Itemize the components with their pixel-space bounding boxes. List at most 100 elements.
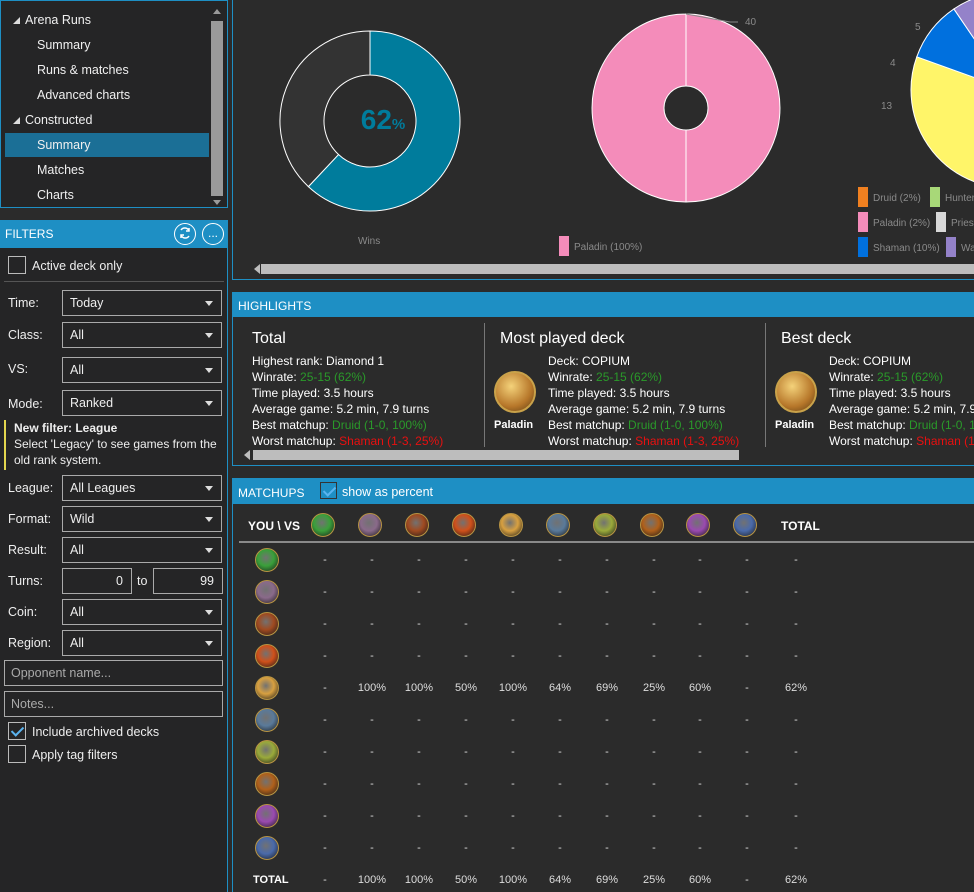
opp-pie-callout-13: 13: [881, 101, 893, 112]
opponent-paladin-icon: [499, 513, 523, 537]
navigation-tree: Arena Runs Summary Runs & matches Advanc…: [0, 0, 228, 208]
league-select[interactable]: All Leagues: [62, 475, 222, 501]
matchup-cell: -: [558, 778, 562, 790]
player-warrior-icon: [255, 836, 279, 860]
matchup-cell: -: [417, 586, 421, 598]
mode-select[interactable]: Ranked: [62, 390, 222, 416]
result-select[interactable]: All: [62, 537, 222, 563]
matchup-cell: -: [698, 586, 702, 598]
highlights-horizontal-scrollbar[interactable]: [253, 450, 739, 460]
nav-arena-summary[interactable]: Summary: [37, 38, 91, 52]
notes-input[interactable]: Notes...: [4, 691, 223, 717]
vs-label: VS:: [8, 362, 29, 376]
scroll-left-arrow-icon[interactable]: [254, 264, 260, 274]
matchup-cell: -: [558, 586, 562, 598]
shaman-legend-label: Shaman (10%): [873, 243, 940, 254]
turns-from-input[interactable]: 0: [62, 568, 132, 594]
opponent-druid-icon: [311, 513, 335, 537]
matchup-cell: -: [417, 554, 421, 566]
paladin-deck-icon: [494, 371, 536, 413]
scroll-up-arrow-icon[interactable]: [213, 9, 221, 14]
region-select[interactable]: All: [62, 630, 222, 656]
matchup-cell: -: [605, 778, 609, 790]
include-archived-checkbox[interactable]: [8, 722, 26, 740]
matchup-cell: -: [605, 650, 609, 662]
matchup-total-cell: 50%: [454, 874, 478, 886]
time-select[interactable]: Today: [62, 290, 222, 316]
avg-game-value: 5.2 min, 7.9: [913, 402, 974, 416]
matchup-cell: -: [511, 810, 515, 822]
refresh-button[interactable]: [174, 223, 196, 245]
vs-select[interactable]: All: [62, 357, 222, 383]
matchup-cell: 50%: [454, 682, 478, 694]
matchup-cell: -: [464, 650, 468, 662]
class-select[interactable]: All: [62, 322, 222, 348]
expand-arrow-icon[interactable]: [13, 117, 20, 124]
matchup-cell: -: [605, 714, 609, 726]
deck-pie-callout: 40: [745, 17, 757, 28]
nav-scrollbar[interactable]: [211, 9, 223, 205]
scrollbar-thumb[interactable]: [211, 21, 223, 196]
coin-select[interactable]: All: [62, 599, 222, 625]
best-matchup-value: Druid (1-0, 100%): [628, 418, 723, 432]
opponent-warrior-icon: [733, 513, 757, 537]
scroll-left-arrow-icon[interactable]: [244, 450, 250, 460]
result-label: Result:: [8, 543, 47, 557]
matchup-cell: 100%: [498, 682, 528, 694]
format-label: Format:: [8, 512, 52, 526]
total-rank-line: Highest rank: Diamond 1: [252, 353, 384, 369]
nav-constructed-summary[interactable]: Summary: [5, 133, 209, 157]
matchup-cell: -: [652, 650, 656, 662]
player-priest-icon: [255, 708, 279, 732]
expand-arrow-icon[interactable]: [13, 17, 20, 24]
nav-charts[interactable]: Charts: [37, 188, 74, 202]
more-options-button[interactable]: ...: [202, 223, 224, 245]
matchup-cell: -: [370, 618, 374, 630]
show-as-percent-label: show as percent: [342, 485, 434, 499]
matchup-cell: -: [698, 778, 702, 790]
matchup-cell: -: [652, 842, 656, 854]
apply-tag-checkbox[interactable]: [8, 745, 26, 763]
nav-runs-matches[interactable]: Runs & matches: [37, 63, 129, 77]
worst-matchup-value: Shaman (1: [916, 434, 974, 448]
scroll-down-arrow-icon[interactable]: [213, 200, 221, 205]
nav-matches[interactable]: Matches: [37, 163, 85, 177]
highlights-panel: HIGHLIGHTS Total Highest rank: Diamond 1…: [232, 292, 974, 466]
filters-header: FILTERS ...: [0, 220, 227, 248]
active-deck-checkbox[interactable]: [8, 256, 26, 274]
nav-advanced-charts[interactable]: Advanced charts: [37, 88, 131, 102]
pie-slice-2-warlock: [953, 0, 974, 40]
matchup-cell: -: [652, 778, 656, 790]
opponent-warlock-icon: [640, 513, 664, 537]
turns-to-input[interactable]: 99: [153, 568, 223, 594]
apply-tag-label: Apply tag filters: [32, 748, 118, 762]
matchup-cell: -: [605, 618, 609, 630]
matchup-cell: -: [745, 746, 749, 758]
bd-avg-line: Average game: 5.2 min, 7.9: [829, 401, 974, 417]
deck-label: Deck:: [829, 354, 864, 368]
nav-constructed[interactable]: Constructed: [25, 113, 93, 127]
matchups-title: MATCHUPS: [238, 486, 305, 500]
worst-matchup-value: Shaman (1-3, 25%): [339, 434, 444, 448]
show-as-percent-checkbox[interactable]: [320, 482, 337, 499]
nav-arena-runs[interactable]: Arena Runs: [25, 13, 92, 27]
matchup-cell: -: [370, 842, 374, 854]
mode-label: Mode:: [8, 397, 43, 411]
avg-game-label: Average game:: [252, 402, 337, 416]
matchup-cell: -: [464, 842, 468, 854]
divider: [484, 323, 485, 447]
matchup-cell: -: [698, 810, 702, 822]
format-select[interactable]: Wild: [62, 506, 222, 532]
matchup-total-label: TOTAL: [253, 874, 289, 886]
winrate-value: 25-15 (62%): [300, 370, 367, 384]
deck-pie-callout-line: [685, 13, 738, 23]
matchup-cell: -: [698, 714, 702, 726]
matchup-cell: -: [745, 682, 749, 694]
league-label: League:: [8, 481, 54, 495]
matchup-cell: -: [558, 554, 562, 566]
matchup-cell: -: [417, 618, 421, 630]
charts-horizontal-scrollbar[interactable]: [261, 264, 974, 274]
matchup-cell: -: [370, 778, 374, 790]
include-archived-label: Include archived decks: [32, 725, 160, 739]
opponent-name-input[interactable]: Opponent name...: [4, 660, 223, 686]
